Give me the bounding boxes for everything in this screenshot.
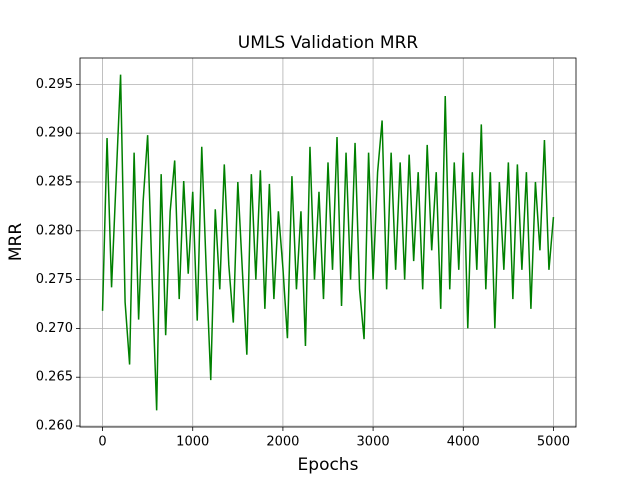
y-tick-label: 0.265: [36, 370, 73, 385]
x-tick-label: 4000: [447, 435, 480, 450]
x-tick-label: 1000: [176, 435, 209, 450]
y-tick-label: 0.295: [36, 77, 73, 92]
x-tick-label: 0: [98, 435, 106, 450]
data-line: [101, 74, 555, 411]
y-tick-label: 0.290: [36, 126, 73, 141]
y-tick-label: 0.280: [36, 223, 73, 238]
chart-title: UMLS Validation MRR: [238, 33, 419, 53]
y-tick-label: 0.275: [36, 272, 73, 287]
plot-frame: [79, 57, 577, 428]
y-tick-label: 0.270: [36, 321, 73, 336]
x-axis-label: Epochs: [298, 455, 359, 475]
y-tick-label: 0.285: [36, 174, 73, 189]
y-tick-label: 0.260: [36, 419, 73, 434]
x-tick-label: 3000: [357, 435, 390, 450]
x-tick-label: 5000: [537, 435, 570, 450]
x-tick-label: 2000: [266, 435, 299, 450]
y-axis-label: MRR: [6, 223, 26, 261]
